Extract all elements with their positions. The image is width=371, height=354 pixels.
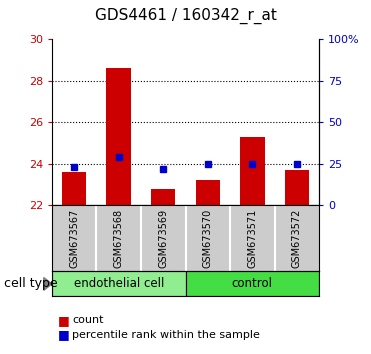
Bar xyxy=(196,181,220,205)
Bar xyxy=(52,271,186,296)
Text: GDS4461 / 160342_r_at: GDS4461 / 160342_r_at xyxy=(95,8,276,24)
Text: cell type: cell type xyxy=(4,278,58,290)
Text: ■: ■ xyxy=(58,314,69,327)
Text: ■: ■ xyxy=(58,328,69,341)
Text: endothelial cell: endothelial cell xyxy=(73,277,164,290)
Text: count: count xyxy=(72,315,104,325)
Polygon shape xyxy=(44,278,52,290)
Text: percentile rank within the sample: percentile rank within the sample xyxy=(72,330,260,339)
Text: GSM673567: GSM673567 xyxy=(69,208,79,268)
Text: GSM673572: GSM673572 xyxy=(292,208,302,268)
Text: GSM673571: GSM673571 xyxy=(247,208,257,268)
Bar xyxy=(285,170,309,205)
Bar xyxy=(62,172,86,205)
Text: GSM673570: GSM673570 xyxy=(203,208,213,268)
Bar xyxy=(151,189,175,205)
Bar xyxy=(186,271,319,296)
Text: GSM673568: GSM673568 xyxy=(114,209,124,268)
Bar xyxy=(106,68,131,205)
Text: GSM673569: GSM673569 xyxy=(158,209,168,268)
Text: control: control xyxy=(232,277,273,290)
Bar xyxy=(240,137,265,205)
